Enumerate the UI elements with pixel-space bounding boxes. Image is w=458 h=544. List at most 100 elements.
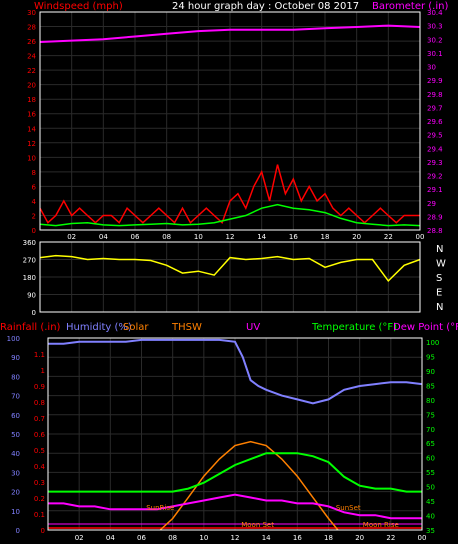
windspeed-tick-label: 22 [27,67,36,75]
x-tick-label: 00 [416,233,425,241]
humidity-tick-label: 50 [11,431,20,439]
legend-rainfall: Rainfall (.in) [0,322,61,333]
x-tick-label: 04 [106,534,115,542]
legend-temperature: Temperature (°F) [311,322,397,333]
windspeed-tick-label: 26 [27,38,36,46]
x-tick-label: 14 [262,534,271,542]
direction-tick-label: 90 [27,292,36,300]
barometer-tick-label: 28.8 [427,227,443,235]
windspeed-tick-label: 14 [27,125,36,133]
barometer-tick-label: 29 [427,200,436,208]
wind-average-line [39,203,421,227]
dewpoint-line [48,493,422,520]
rainfall-tick-label: 0.5 [34,447,45,455]
direction-series [39,254,421,283]
x-tick-label: 10 [194,233,203,241]
compass-label: N [436,302,443,313]
legend-uv: UV [246,322,260,333]
temperature-tick-label: 95 [426,353,435,361]
x-tick-label: 12 [226,233,235,241]
x-tick-label: 18 [324,534,333,542]
x-tick-label: 08 [168,534,177,542]
x-tick-label: 14 [257,233,266,241]
direction-tick-label: 180 [23,274,36,282]
windspeed-tick-label: 20 [27,82,36,90]
x-tick-label: 08 [162,233,171,241]
sun-moon-annotations: SunRise SunSet Moon Set Moon Rise [146,504,399,529]
temperature-tick-label: 50 [426,484,435,492]
x-tick-label: 22 [384,233,393,241]
barometer-tick-label: 30.1 [427,50,443,58]
humidity-grid [48,337,423,531]
rainfall-tick-label: 0.7 [34,415,45,423]
compass-label: W [436,259,446,270]
barometer-tick-label: 30 [427,64,436,72]
temperature-tick-label: 60 [426,455,435,463]
barometer-line [39,24,421,43]
rainfall-tick-label: 0.6 [34,431,46,439]
windspeed-tick-label: 12 [27,140,36,148]
rainfall-tick-label: 0.2 [34,495,45,503]
wind-direction-line [39,254,421,283]
x-tick-label: 20 [352,233,361,241]
windspeed-tick-label: 30 [27,9,36,17]
x-tick-label: 02 [67,233,76,241]
windspeed-axis-label: Windspeed (mph) [34,1,123,12]
humidity-tick-label: 0 [16,527,20,535]
humidity-series [48,338,423,531]
windspeed-tick-label: 28 [27,24,36,32]
moonrise-label: Moon Rise [363,521,399,529]
humidity-tick-label: 100 [7,335,20,343]
windspeed-tick-label: 4 [32,198,37,206]
humidity-tick-label: 80 [11,373,20,381]
barometer-tick-label: 29.4 [427,145,443,153]
barometer-tick-label: 29.7 [427,104,443,112]
humidity-plot-frame [47,337,423,531]
windspeed-tick-label: 6 [32,183,37,191]
temperature-tick-label: 45 [426,498,435,506]
temperature-tick-label: 85 [426,382,435,390]
rainfall-tick-label: 1.1 [34,351,45,359]
barometer-tick-label: 30.3 [427,23,443,31]
temperature-tick-label: 65 [426,440,435,448]
windspeed-tick-label: 2 [32,212,36,220]
legend-humidity: Humidity (%) [66,322,132,333]
compass-label: E [436,288,442,299]
wind-x-ticks: 02 04 06 08 10 12 14 16 18 20 22 00 [67,233,424,241]
barometer-axis-label: Barometer (.in) [372,1,448,12]
humidity-x-ticks: 02 04 06 08 10 12 14 16 18 20 22 00 [75,534,427,542]
x-tick-label: 16 [293,534,302,542]
sunset-label: SunSet [336,504,361,512]
direction-tick-label: 0 [32,309,36,317]
x-tick-label: 18 [321,233,330,241]
wind-barometer-panel: Windspeed (mph) 24 hour graph day : Octo… [27,1,448,241]
direction-tick-label: 360 [23,239,36,247]
rainfall-tick-label: 0.3 [34,479,45,487]
direction-tick-label: 270 [23,257,36,265]
temperature-ticks: 100 95 90 85 80 75 70 65 60 55 50 45 40 35 [426,339,439,535]
rainfall-tick-label: 0 [41,527,45,535]
temperature-tick-label: 40 [426,513,435,521]
compass-label: S [436,273,442,284]
rainfall-tick-label: 1 [41,367,45,375]
temperature-tick-label: 70 [426,426,435,434]
barometer-tick-label: 30.4 [427,9,443,17]
humidity-line [48,338,423,405]
direction-plot-frame [39,241,421,313]
rainfall-ticks: 1.1 1 0.9 0.8 0.7 0.6 0.5 0.4 0.3 0.2 0.1 0 [34,351,46,535]
moonset-label: Moon Set [241,521,274,529]
wind-grid [40,11,421,231]
wind-plot-frame [39,11,421,231]
humidity-tick-label: 70 [11,393,20,401]
wind-gust-line [39,164,420,225]
barometer-tick-label: 30.2 [427,36,443,44]
x-tick-label: 20 [355,534,364,542]
windspeed-tick-label: 8 [32,169,36,177]
barometer-tick-label: 29.1 [427,186,443,194]
x-tick-label: 00 [418,534,427,542]
humidity-temperature-panel: Rainfall (.in) Humidity (%) Solar THSW U… [0,322,458,542]
